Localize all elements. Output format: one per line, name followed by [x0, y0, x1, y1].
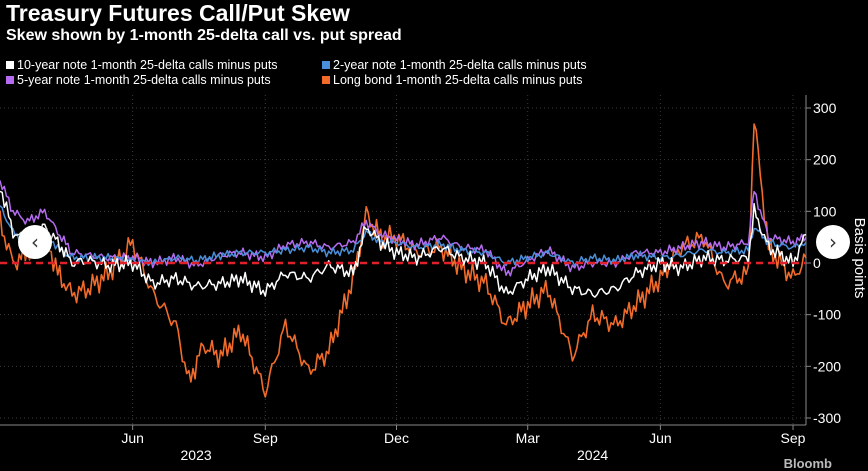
y-tick-label: 0	[813, 255, 821, 271]
source-label: Bloomb	[783, 456, 832, 471]
carousel-prev-button[interactable]: ‹	[18, 225, 52, 259]
y-tick-label: -100	[813, 307, 841, 323]
series-line-two-year	[0, 205, 807, 267]
x-tick-label: Jun	[121, 430, 144, 446]
legend-swatch-ten-year	[6, 61, 14, 69]
x-tick-label: Jun	[649, 430, 672, 446]
x-tick-label: Sep	[781, 430, 806, 446]
y-tick-label: 200	[813, 152, 837, 168]
legend-label-five-year: 5-year note 1-month 25-delta calls minus…	[17, 73, 271, 87]
chart-title: Treasury Futures Call/Put Skew	[6, 0, 350, 26]
x-tick-label: Sep	[253, 430, 278, 446]
y-tick-label: 300	[813, 100, 837, 116]
legend-label-long-bond: Long bond 1-month 25-delta calls minus p…	[333, 73, 583, 87]
y-tick-label: -200	[813, 358, 841, 374]
legend-item-ten-year: 10-year note 1-month 25-delta calls minu…	[6, 58, 278, 72]
legend-swatch-two-year	[322, 61, 330, 69]
y-tick-label: -300	[813, 410, 841, 426]
chart-subtitle: Skew shown by 1-month 25-delta call vs. …	[6, 27, 402, 44]
carousel-next-button[interactable]: ›	[816, 225, 850, 259]
x-year-label: 2024	[577, 447, 608, 463]
legend-item-long-bond: Long bond 1-month 25-delta calls minus p…	[322, 73, 582, 87]
chevron-right-icon: ›	[829, 230, 837, 254]
x-tick-label: Dec	[384, 430, 409, 446]
y-axis-label: Basis points	[851, 218, 868, 299]
x-tick-label: Mar	[516, 430, 540, 446]
x-year-label: 2023	[181, 447, 212, 463]
legend-label-two-year: 2-year note 1-month 25-delta calls minus…	[333, 58, 587, 72]
legend-label-ten-year: 10-year note 1-month 25-delta calls minu…	[17, 58, 278, 72]
legend-swatch-five-year	[6, 76, 14, 84]
legend-item-five-year: 5-year note 1-month 25-delta calls minus…	[6, 73, 271, 87]
legend-swatch-long-bond	[322, 76, 330, 84]
y-tick-label: 100	[813, 203, 837, 219]
chevron-left-icon: ‹	[31, 230, 39, 254]
legend-item-two-year: 2-year note 1-month 25-delta calls minus…	[322, 58, 587, 72]
